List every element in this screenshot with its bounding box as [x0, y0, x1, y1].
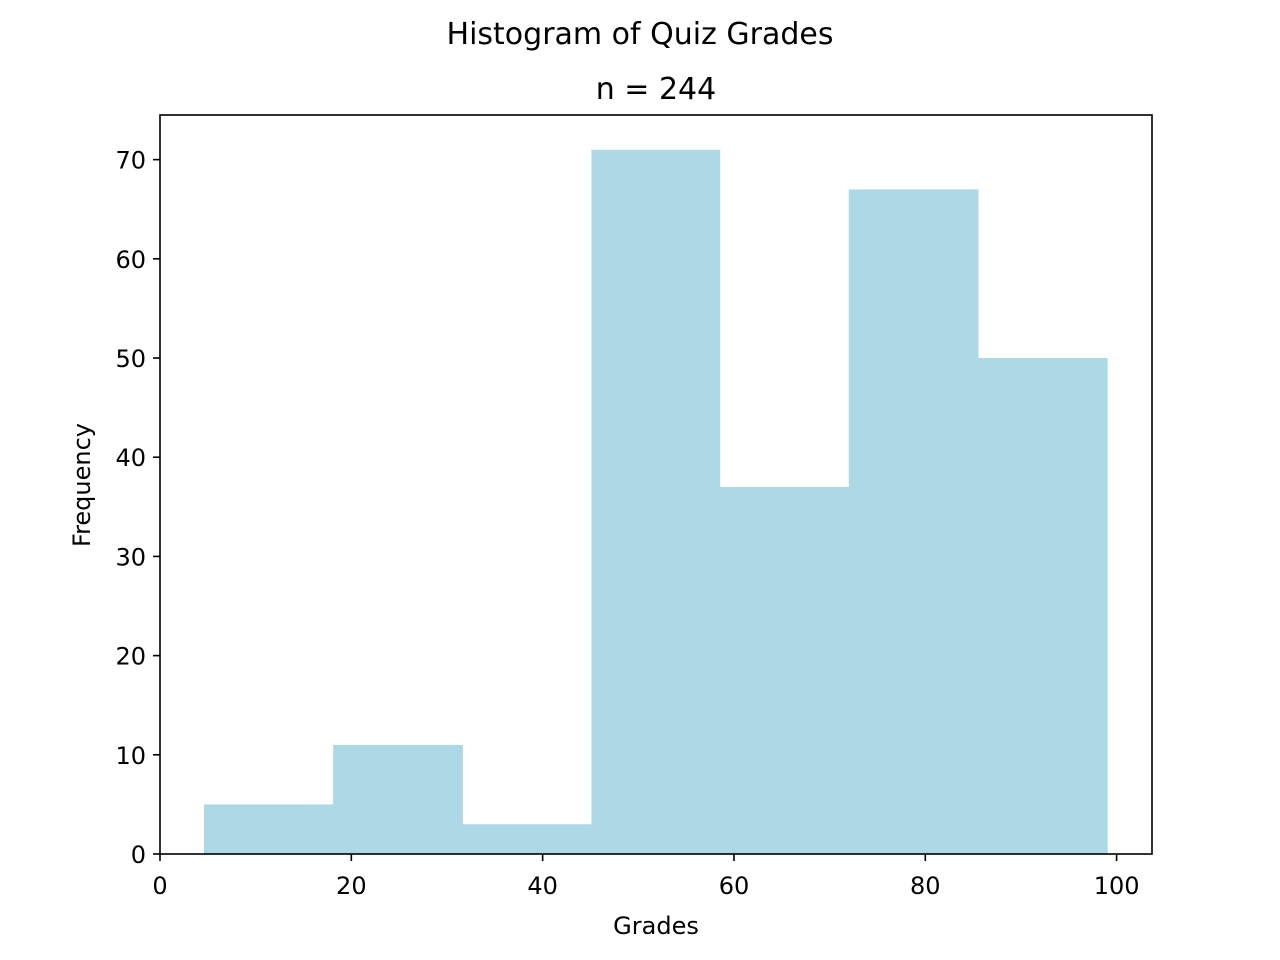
x-axis-ticks: 0 20 40 60 80 100 [152, 854, 1140, 900]
y-tick-label: 30 [115, 543, 146, 571]
histogram-bar [591, 149, 721, 855]
histogram-bar [204, 804, 334, 854]
histogram-bar [462, 824, 593, 854]
y-tick-label: 70 [115, 147, 146, 175]
bars-group [204, 149, 1108, 855]
x-tick-label: 60 [719, 872, 750, 900]
histogram-bar [977, 358, 1108, 854]
y-tick-label: 50 [115, 345, 146, 373]
y-tick-label: 0 [131, 841, 146, 869]
y-axis-ticks: 0 10 20 30 40 50 60 70 [115, 147, 160, 869]
x-tick-label: 40 [527, 872, 558, 900]
histogram-bar [719, 486, 850, 854]
y-tick-label: 10 [115, 742, 146, 770]
plot-area-frame [159, 114, 1153, 855]
y-tick-label: 20 [115, 643, 146, 671]
y-tick-label: 60 [115, 246, 146, 274]
x-tick-label: 100 [1094, 872, 1140, 900]
x-tick-label: 0 [152, 872, 167, 900]
x-axis-label: Grades [613, 912, 699, 940]
chart-title: Histogram of Quiz Grades [447, 17, 834, 52]
histogram-bar [333, 744, 463, 854]
x-tick-label: 80 [910, 872, 941, 900]
chart-subtitle: n = 244 [596, 72, 716, 107]
y-axis-label: Frequency [68, 423, 96, 547]
histogram-bar [848, 189, 979, 854]
y-tick-label: 40 [115, 444, 146, 472]
x-tick-label: 20 [336, 872, 367, 900]
